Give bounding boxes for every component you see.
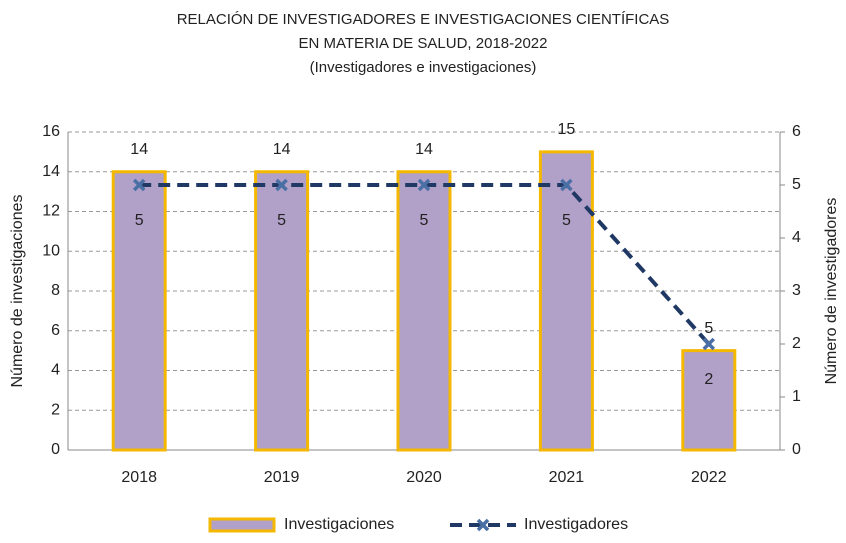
- y2-tick-label: 4: [792, 229, 801, 246]
- x-tick-label: 2018: [121, 469, 157, 486]
- y2-tick-label: 0: [792, 441, 801, 458]
- bar: [396, 170, 452, 452]
- line-marker: [275, 178, 288, 192]
- chart-title: EN MATERIA DE SALUD, 2018-2022: [299, 35, 548, 52]
- line-value-label: 2: [704, 371, 713, 388]
- legend-marker: [476, 518, 490, 532]
- bar: [111, 170, 167, 452]
- y2-tick-label: 3: [792, 282, 801, 299]
- bar-value-label: 14: [273, 141, 291, 158]
- y-tick-label: 12: [42, 203, 60, 220]
- bar: [681, 349, 737, 452]
- legend-swatch: [208, 517, 276, 533]
- y-tick-label: 14: [42, 163, 60, 180]
- y-tick-label: 8: [51, 282, 60, 299]
- legend-label: Investigadores: [524, 516, 628, 533]
- y2-axis-title: Número de investigadores: [823, 198, 840, 385]
- bar-value-label: 5: [704, 320, 713, 337]
- line-value-label: 5: [277, 212, 286, 229]
- line-value-label: 5: [562, 212, 571, 229]
- y2-tick-label: 5: [792, 176, 801, 193]
- bar-value-label: 15: [558, 121, 576, 138]
- marker-stroke: [560, 178, 573, 192]
- line-marker: [702, 337, 716, 351]
- bar-value-label: 14: [415, 141, 433, 158]
- x-tick-label: 2021: [549, 469, 585, 486]
- chart-title: RELACIÓN DE INVESTIGADORES E INVESTIGACI…: [177, 11, 670, 28]
- legend-label: Investigaciones: [284, 516, 394, 533]
- y-tick-label: 16: [42, 123, 60, 140]
- bar-value-label: 14: [130, 141, 148, 158]
- x-tick-label: 2019: [264, 469, 300, 486]
- y-tick-label: 2: [51, 401, 60, 418]
- marker-stroke: [476, 518, 490, 532]
- line-marker: [132, 178, 146, 192]
- y-tick-label: 0: [51, 441, 60, 458]
- x-tick-label: 2020: [406, 469, 442, 486]
- y-tick-label: 6: [51, 322, 60, 339]
- line-marker: [417, 178, 431, 192]
- line-value-label: 5: [420, 212, 429, 229]
- line: [139, 183, 711, 346]
- marker-stroke: [417, 178, 431, 192]
- bar: [538, 150, 594, 452]
- chart-subtitle: (Investigadores e investigaciones): [310, 59, 537, 76]
- marker-stroke: [702, 337, 716, 351]
- y2-tick-label: 6: [792, 123, 801, 140]
- line-marker: [560, 178, 573, 192]
- line-value-label: 5: [135, 212, 144, 229]
- x-tick-label: 2022: [691, 469, 727, 486]
- bar: [254, 170, 310, 452]
- y-tick-label: 4: [51, 362, 60, 379]
- marker-stroke: [132, 178, 146, 192]
- y-tick-label: 10: [42, 242, 60, 259]
- marker-stroke: [275, 178, 288, 192]
- y-axis-title: Número de investigaciones: [9, 195, 26, 388]
- y2-tick-label: 2: [792, 335, 801, 352]
- y2-tick-label: 1: [792, 388, 801, 405]
